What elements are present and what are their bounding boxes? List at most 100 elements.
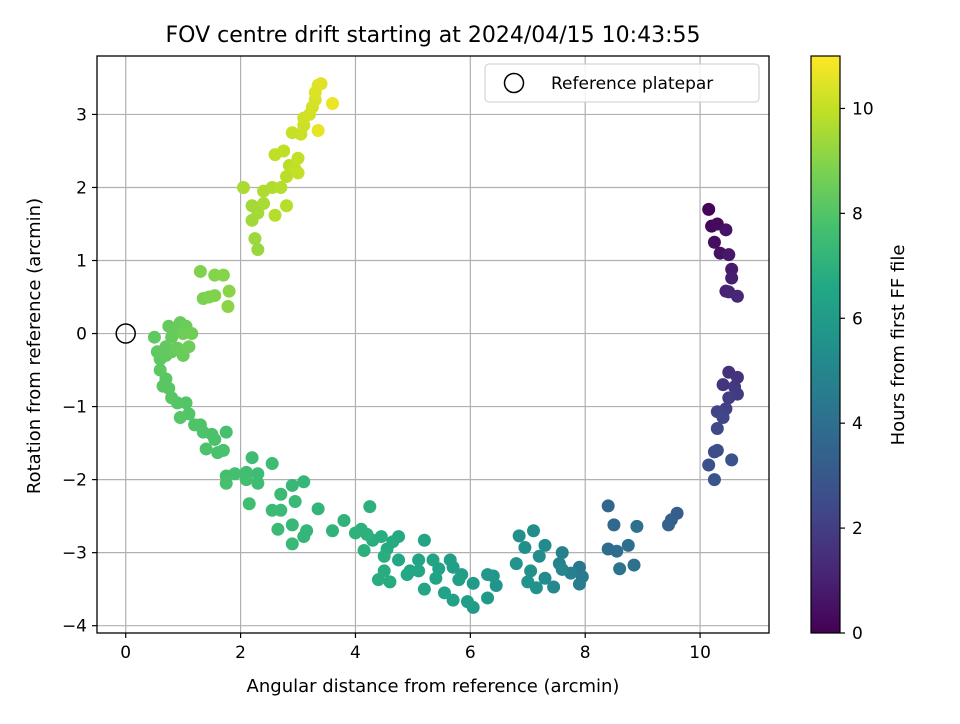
legend-label: Reference platepar [551, 74, 713, 94]
data-point [524, 564, 538, 578]
data-point [555, 546, 569, 560]
data-point [707, 235, 721, 249]
data-point [285, 518, 299, 532]
data-point [208, 289, 222, 303]
data-point [274, 180, 288, 194]
x-tick-label: 2 [235, 643, 246, 663]
data-point [297, 530, 311, 544]
data-point [325, 96, 339, 110]
data-point [280, 170, 294, 184]
data-point [377, 549, 391, 563]
y-tick-label: 0 [76, 325, 87, 345]
data-point [630, 519, 644, 533]
data-point [337, 514, 351, 528]
data-point [285, 537, 299, 551]
data-point [251, 243, 265, 257]
data-point [211, 446, 225, 460]
data-point [221, 300, 235, 314]
data-point [219, 425, 233, 439]
y-tick-label: −2 [62, 471, 87, 491]
data-point [532, 549, 546, 563]
data-point [357, 543, 371, 557]
data-point [725, 271, 739, 285]
x-tick-label: 4 [350, 643, 361, 663]
plot-frame [96, 55, 770, 634]
legend: Reference platepar [484, 63, 760, 103]
data-point [291, 166, 305, 180]
data-point [400, 568, 414, 582]
colorbar-tick-label: 2 [852, 519, 863, 539]
data-point [219, 476, 233, 490]
colorbar: 0 2 4 6 8 10 [810, 55, 874, 644]
data-point [314, 77, 328, 91]
data-point [392, 553, 406, 567]
data-point [371, 573, 385, 587]
legend-box [484, 63, 760, 103]
legend-marker [503, 72, 525, 94]
axes: 0 2 4 6 8 10 −4 −3 −2 −1 0 1 2 3 [62, 55, 770, 663]
data-point [429, 571, 443, 585]
data-point [285, 478, 299, 492]
chart-title: FOV centre drift starting at 2024/04/15 … [166, 23, 701, 48]
data-point [417, 533, 431, 547]
data-point [268, 148, 282, 162]
reference-marker [115, 323, 136, 344]
data-point [572, 577, 586, 591]
data-point [719, 223, 733, 237]
x-axis-label: Angular distance from reference (arcmin) [247, 676, 620, 697]
data-point [481, 591, 495, 605]
data-point [242, 497, 256, 511]
data-point [710, 443, 724, 457]
data-point [274, 487, 288, 501]
y-tick-label: 1 [76, 252, 87, 272]
data-point [412, 553, 426, 567]
data-point [722, 391, 736, 405]
x-tick-label: 6 [465, 643, 476, 663]
data-point [251, 206, 265, 220]
data-point [311, 123, 325, 137]
data-point [257, 197, 271, 211]
grid [97, 56, 769, 633]
data-point [702, 202, 716, 216]
data-points [147, 77, 744, 614]
data-point [199, 442, 213, 456]
data-point [661, 518, 675, 532]
colorbar-tick-label: 4 [852, 414, 863, 434]
data-point [702, 458, 716, 472]
data-point [251, 467, 265, 481]
data-point [383, 575, 397, 589]
data-point [601, 499, 615, 513]
colorbar-tick-label: 8 [852, 204, 863, 224]
data-point [460, 595, 474, 609]
data-point [725, 453, 739, 467]
y-tick-label: 2 [76, 178, 87, 198]
data-point [265, 457, 279, 471]
x-tick-label: 8 [580, 643, 591, 663]
data-point [722, 248, 736, 262]
data-point [222, 284, 236, 298]
colorbar-gradient [810, 55, 841, 634]
data-point [610, 544, 624, 558]
data-point [288, 495, 302, 509]
data-point [236, 180, 250, 194]
data-point [182, 340, 196, 354]
data-point [188, 418, 202, 432]
y-tick-label: 3 [76, 105, 87, 125]
data-point [297, 475, 311, 489]
data-point [716, 411, 730, 425]
data-point [173, 411, 187, 425]
colorbar-tick-label: 6 [852, 309, 863, 329]
data-point [156, 379, 170, 393]
data-point [193, 264, 207, 278]
data-point [512, 529, 526, 543]
data-point [710, 421, 724, 435]
data-point [452, 573, 466, 587]
colorbar-tick-label: 0 [852, 624, 863, 644]
data-point [529, 581, 543, 595]
data-point [518, 541, 532, 555]
data-point [555, 562, 569, 576]
colorbar-tick-label: 10 [852, 99, 874, 119]
x-tick-label: 0 [120, 643, 131, 663]
colorbar-label: Hours from first FF file [888, 245, 909, 446]
